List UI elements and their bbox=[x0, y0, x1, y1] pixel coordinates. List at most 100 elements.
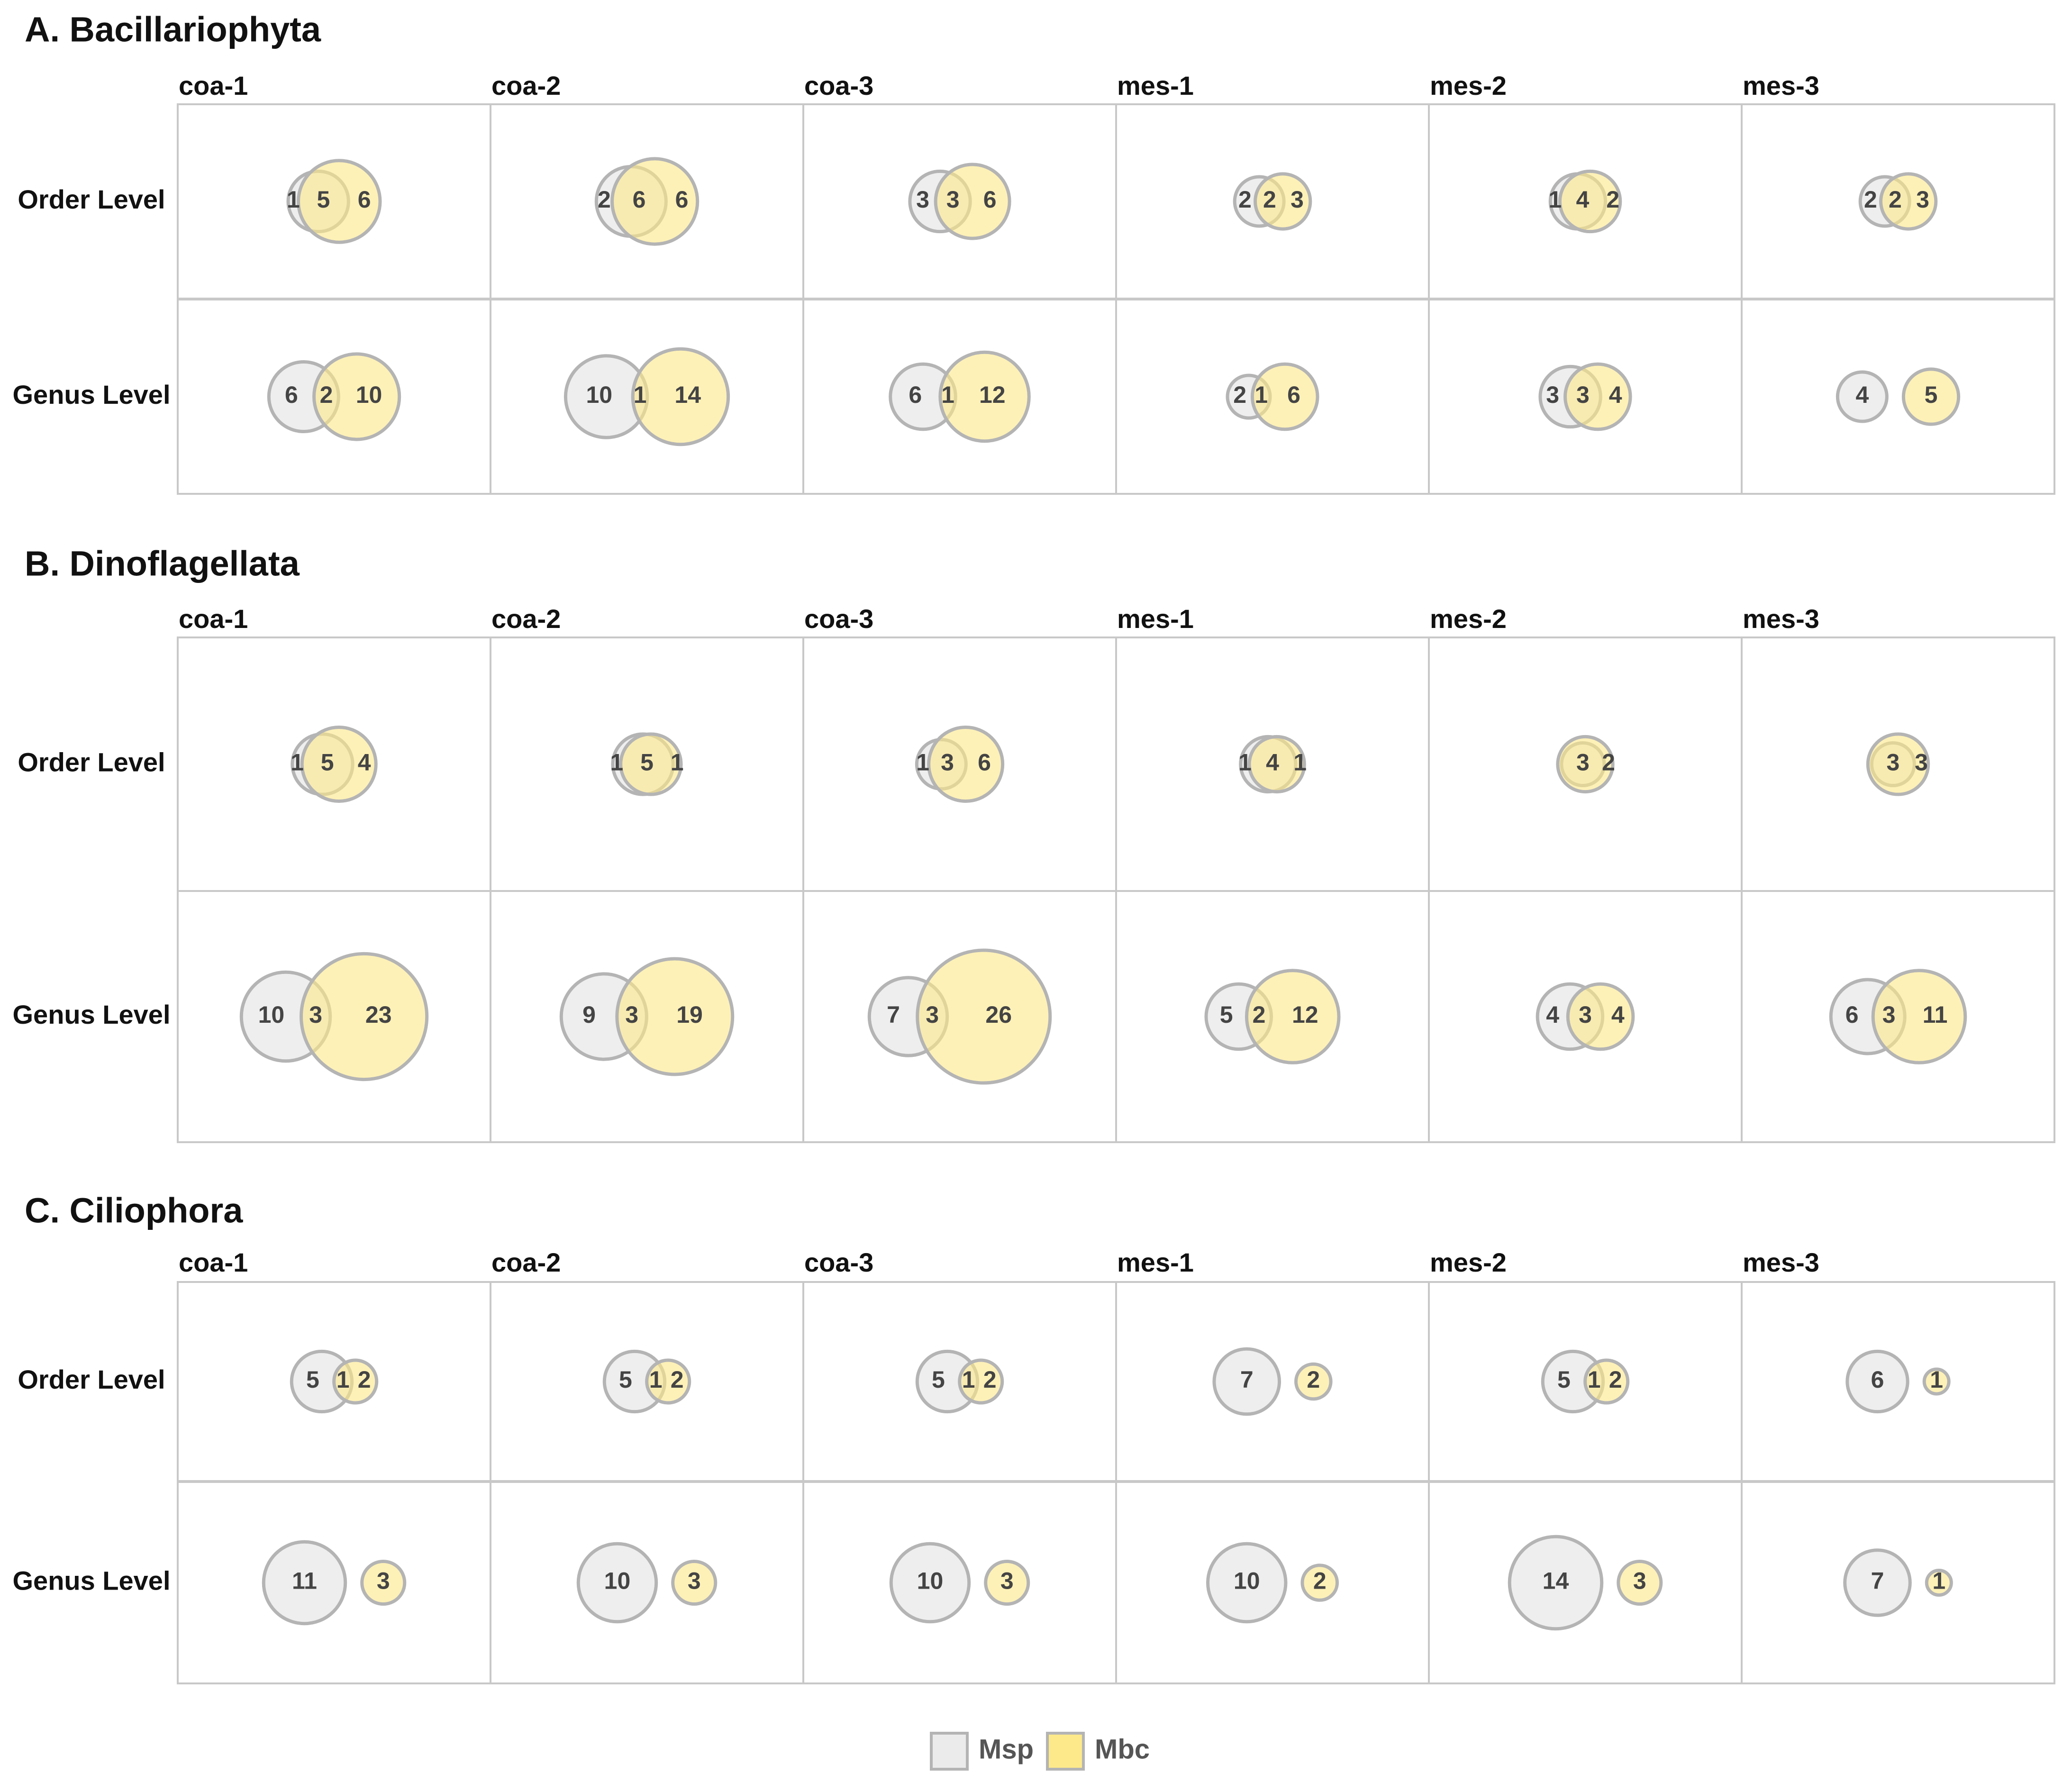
shared-count: 5 bbox=[321, 749, 334, 776]
section-1: A. Bacillariophyta coa-1 coa-2 coa-3 mes-1 me… bbox=[12, 10, 2055, 495]
mbc-only-count: 3 bbox=[377, 1568, 390, 1594]
site-label: coa-2 bbox=[491, 1247, 561, 1277]
msp-only-count: 7 bbox=[1240, 1366, 1254, 1393]
mbc-circle bbox=[1866, 732, 1930, 796]
msp-only-count: 10 bbox=[258, 1001, 285, 1028]
mbc-only-count: 6 bbox=[675, 186, 689, 213]
site-label: coa-3 bbox=[804, 71, 873, 100]
msp-circle bbox=[1508, 1535, 1604, 1631]
site-label: coa-1 bbox=[179, 1247, 248, 1277]
site-label: mes-2 bbox=[1430, 1247, 1507, 1277]
mbc-circle bbox=[300, 726, 378, 803]
site-label: coa-2 bbox=[491, 71, 561, 100]
mbc-only-count: 1 bbox=[1930, 1366, 1943, 1393]
msp-only-count: 1 bbox=[1238, 749, 1252, 776]
mbc-circle bbox=[1617, 1559, 1663, 1606]
mbc-circle bbox=[1583, 1358, 1630, 1405]
site-label: coa-1 bbox=[179, 71, 248, 100]
section-title: A. Bacillariophyta bbox=[25, 10, 321, 49]
shared-count: 2 bbox=[1263, 186, 1276, 213]
msp-only-count: 5 bbox=[306, 1366, 319, 1393]
msp-circle bbox=[1212, 1347, 1281, 1416]
msp-only-count: 10 bbox=[586, 382, 612, 408]
site-label: mes-3 bbox=[1743, 71, 1819, 100]
mbc-circle bbox=[1300, 1564, 1339, 1602]
mbc-only-count: 12 bbox=[1292, 1001, 1318, 1028]
msp-only-count: 1 bbox=[287, 186, 300, 213]
shared-count: 3 bbox=[1886, 749, 1899, 776]
mbc-only-count: 11 bbox=[1923, 1001, 1948, 1028]
shared-count: 1 bbox=[1254, 382, 1268, 408]
msp-only-count: 10 bbox=[604, 1568, 631, 1594]
mbc-circle bbox=[934, 163, 1011, 240]
shared-count: 2 bbox=[1253, 1001, 1266, 1028]
legend: Msp Mbc bbox=[930, 1732, 1150, 1771]
mbc-only-count: 1 bbox=[1293, 749, 1307, 776]
mbc-circle bbox=[1901, 367, 1961, 426]
venn-cell: 11 3 bbox=[177, 1481, 491, 1684]
msp-only-count: 9 bbox=[582, 1001, 596, 1028]
mbc-only-count: 2 bbox=[1602, 749, 1615, 776]
shared-count: 1 bbox=[634, 382, 647, 408]
shared-count: 3 bbox=[625, 1001, 638, 1028]
msp-only-count: 6 bbox=[909, 382, 922, 408]
section-2: B. Dinoflagellata coa-1 coa-2 coa-3 mes-1 mes… bbox=[12, 544, 2055, 1143]
mbc-circle bbox=[1879, 172, 1938, 231]
msp-only-count: 3 bbox=[1546, 382, 1559, 408]
msp-only-count: 5 bbox=[1220, 1001, 1233, 1028]
mbc-circle bbox=[300, 952, 429, 1082]
mbc-circle bbox=[1558, 169, 1622, 234]
venn-cell: 6 3 11 bbox=[1741, 890, 2055, 1143]
legend-msp-label: Msp bbox=[979, 1734, 1034, 1764]
mbc-circle bbox=[938, 350, 1031, 443]
msp-only-count: 3 bbox=[916, 186, 929, 213]
mbc-circle bbox=[297, 159, 382, 244]
msp-only-count: 6 bbox=[1845, 1001, 1859, 1028]
venn-sections: A. Bacillariophyta coa-1 coa-2 coa-3 mes-1 me… bbox=[12, 10, 2055, 1684]
msp-only-count: 7 bbox=[1871, 1568, 1884, 1594]
mbc-only-count: 2 bbox=[671, 1366, 684, 1393]
venn-cell: 10 1 14 bbox=[490, 299, 804, 495]
shared-count: 3 bbox=[1576, 382, 1590, 408]
shared-count: 1 bbox=[649, 1366, 663, 1393]
site-label: mes-1 bbox=[1117, 71, 1194, 100]
venn-cell: 10 3 bbox=[490, 1481, 804, 1684]
mbc-only-count: 3 bbox=[1290, 186, 1304, 213]
shared-count: 5 bbox=[317, 186, 330, 213]
mbc-only-count: 12 bbox=[979, 382, 1006, 408]
mbc-only-count: 2 bbox=[1313, 1568, 1327, 1594]
legend-msp-swatch bbox=[930, 1732, 969, 1771]
row-label: Order Level bbox=[18, 184, 165, 214]
mbc-circle bbox=[1556, 735, 1615, 794]
mbc-only-count: 4 bbox=[1609, 382, 1622, 408]
panel bbox=[802, 103, 1117, 300]
site-label: coa-2 bbox=[491, 604, 561, 634]
msp-only-count: 5 bbox=[932, 1366, 945, 1393]
msp-only-count: 1 bbox=[610, 749, 623, 776]
mbc-circle bbox=[927, 726, 1005, 803]
shared-count: 3 bbox=[1579, 1001, 1592, 1028]
msp-only-count: 11 bbox=[292, 1568, 317, 1594]
shared-count: 3 bbox=[1576, 749, 1590, 776]
mbc-only-count: 5 bbox=[1925, 382, 1938, 408]
mbc-circle bbox=[360, 1559, 407, 1606]
row-label: Genus Level bbox=[12, 380, 170, 409]
msp-only-count: 5 bbox=[619, 1366, 632, 1393]
mbc-circle bbox=[1922, 1367, 1951, 1396]
mbc-circle bbox=[671, 1559, 718, 1606]
mbc-circle bbox=[1245, 969, 1341, 1064]
msp-only-count: 1 bbox=[291, 749, 304, 776]
mbc-only-count: 3 bbox=[688, 1568, 701, 1594]
mbc-circle bbox=[1925, 1569, 1953, 1597]
site-label: coa-3 bbox=[804, 1247, 873, 1277]
